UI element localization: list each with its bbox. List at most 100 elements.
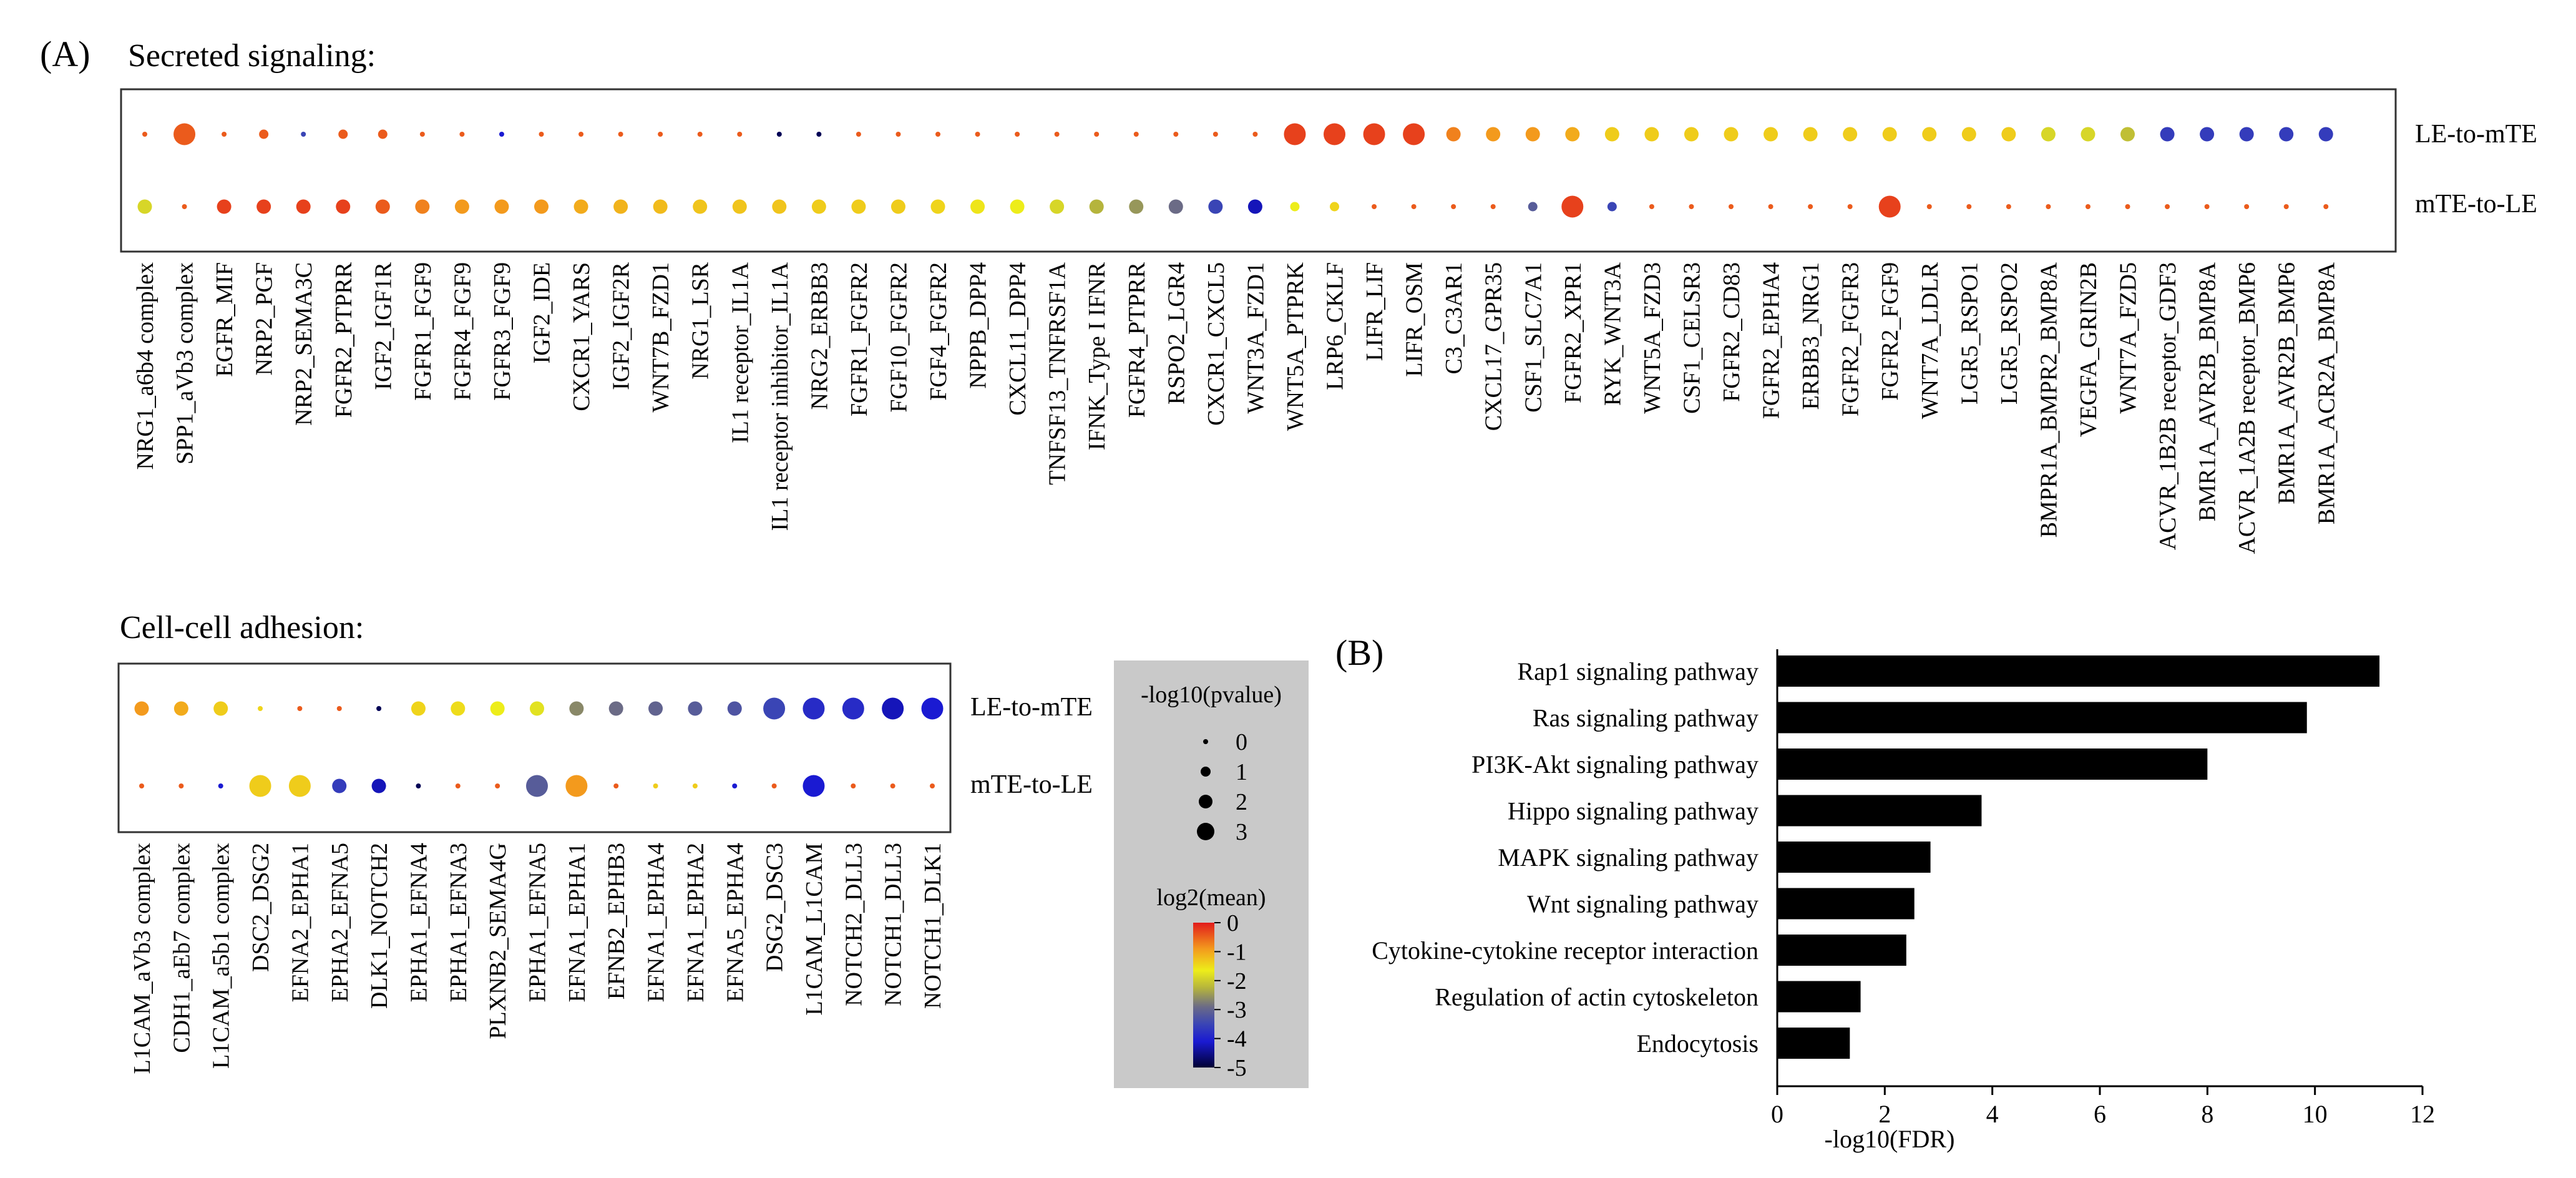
secreted-tick-label-35: CSF1_SLC7A1 bbox=[1520, 262, 1546, 413]
legend-size-dot-1 bbox=[1201, 767, 1211, 777]
secreted-tick-label-42: ERBB3_NRG1 bbox=[1798, 262, 1824, 410]
secreted-point-mte-to-le-13 bbox=[653, 199, 668, 214]
adhesion-tick-label-11: EFNA1_EPHA1 bbox=[564, 843, 590, 1002]
bar-6 bbox=[1777, 935, 1906, 966]
secreted-chart-title: Secreted signaling: bbox=[128, 38, 376, 74]
secreted-point-mte-to-le-52 bbox=[2204, 204, 2210, 209]
secreted-tick-label-6: IGF2_IGF1R bbox=[370, 262, 396, 390]
secreted-point-mte-to-le-46 bbox=[1966, 204, 1972, 209]
secreted-row-label-mte-to-le: mTE-to-LE bbox=[2415, 190, 2537, 218]
secreted-point-le-to-mte-2 bbox=[222, 132, 227, 137]
secreted-point-le-to-mte-1 bbox=[173, 123, 196, 145]
secreted-point-le-to-mte-25 bbox=[1133, 132, 1139, 137]
adhesion-point-le-to-mte-12 bbox=[608, 701, 623, 716]
bar-category-label-1: Ras signaling pathway bbox=[1533, 704, 1759, 732]
secreted-tick-label-50: WNT7A_FZD5 bbox=[2115, 262, 2142, 414]
adhesion-tick-label-3: DSC2_DSG2 bbox=[248, 843, 274, 972]
legend-color-tick-label-0: 0 bbox=[1227, 910, 1239, 936]
secreted-tick-label-41: FGFR2_EPHA4 bbox=[1759, 262, 1785, 419]
secreted-point-le-to-mte-35 bbox=[1525, 127, 1540, 142]
secreted-point-mte-to-le-43 bbox=[1847, 204, 1853, 209]
secreted-point-mte-to-le-38 bbox=[1649, 204, 1654, 209]
legend-color-title: log2(mean) bbox=[1156, 885, 1266, 911]
secreted-tick-label-27: CXCR1_CXCL5 bbox=[1203, 262, 1229, 426]
secreted-point-le-to-mte-43 bbox=[1843, 127, 1858, 142]
secreted-point-mte-to-le-4 bbox=[296, 199, 311, 214]
secreted-tick-label-22: CXCL11_DPP4 bbox=[1005, 262, 1031, 416]
secreted-point-mte-to-le-5 bbox=[336, 199, 351, 214]
adhesion-tick-label-0: L1CAM_aVb3 complex bbox=[129, 843, 155, 1074]
bar-category-label-2: PI3K-Akt signaling pathway bbox=[1471, 750, 1759, 778]
secreted-point-le-to-mte-19 bbox=[895, 132, 901, 137]
adhesion-point-le-to-mte-5 bbox=[336, 706, 342, 711]
secreted-tick-label-14: NRG1_LSR bbox=[688, 262, 714, 380]
secreted-tick-label-12: IGF2_IGF2R bbox=[608, 262, 635, 390]
secreted-point-mte-to-le-55 bbox=[2323, 204, 2329, 209]
adhesion-point-mte-to-le-9 bbox=[495, 783, 500, 788]
secreted-tick-label-2: EGFR_MIF bbox=[212, 262, 238, 377]
secreted-point-mte-to-le-6 bbox=[375, 199, 390, 214]
secreted-point-le-to-mte-26 bbox=[1173, 132, 1179, 137]
secreted-point-le-to-mte-32 bbox=[1403, 123, 1425, 145]
adhesion-point-mte-to-le-17 bbox=[803, 775, 825, 797]
secreted-point-le-to-mte-41 bbox=[1764, 127, 1778, 142]
secreted-point-mte-to-le-21 bbox=[970, 199, 985, 214]
adhesion-tick-label-10: EPHA1_EFNA5 bbox=[525, 843, 551, 1002]
secreted-point-mte-to-le-49 bbox=[2085, 204, 2091, 209]
adhesion-point-mte-to-le-7 bbox=[416, 783, 421, 788]
secreted-point-mte-to-le-34 bbox=[1490, 204, 1496, 209]
secreted-point-mte-to-le-23 bbox=[1050, 199, 1065, 214]
secreted-tick-label-13: WNT7B_FZD1 bbox=[648, 262, 674, 413]
secreted-tick-label-25: FGFR4_PTPRR bbox=[1124, 262, 1150, 418]
adhesion-tick-labels: L1CAM_aVb3 complex CDH1_aEb7 complex L1CAM… bbox=[129, 843, 946, 1074]
legend-size-label-3: 3 bbox=[1236, 819, 1247, 845]
adhesion-tick-label-4: EFNA2_EPHA1 bbox=[287, 843, 313, 1002]
secreted-tick-label-29: WNT5A_PTPRK bbox=[1282, 262, 1309, 431]
secreted-point-mte-to-le-44 bbox=[1878, 195, 1901, 218]
bar-category-label-0: Rap1 signaling pathway bbox=[1517, 657, 1759, 685]
secreted-tick-label-4: NRP2_SEMA3C bbox=[291, 262, 317, 426]
secreted-point-le-to-mte-11 bbox=[578, 132, 584, 137]
secreted-point-mte-to-le-27 bbox=[1208, 199, 1223, 214]
secreted-point-le-to-mte-50 bbox=[2120, 127, 2135, 142]
secreted-point-le-to-mte-6 bbox=[378, 129, 388, 139]
panel-a-label: (A) bbox=[40, 34, 90, 74]
secreted-tick-label-37: RYK_WNT3A bbox=[1599, 262, 1626, 406]
secreted-point-mte-to-le-9 bbox=[494, 199, 509, 214]
secreted-point-mte-to-le-10 bbox=[534, 199, 549, 214]
legend-size-dot-3 bbox=[1197, 823, 1214, 840]
secreted-tick-label-30: LRP6_CKLF bbox=[1322, 262, 1349, 390]
adhesion-tick-label-8: EPHA1_EFNA3 bbox=[446, 843, 472, 1002]
legend-color-tick-label-2: -2 bbox=[1227, 968, 1247, 994]
bar-x-tick-label-6: 12 bbox=[2410, 1100, 2435, 1128]
adhesion-point-le-to-mte-0 bbox=[134, 701, 149, 716]
bar-x-tick-label-1: 2 bbox=[1878, 1100, 1891, 1128]
secreted-point-le-to-mte-30 bbox=[1324, 123, 1345, 145]
secreted-tick-label-53: ACVR_1A2B receptor_BMP6 bbox=[2234, 262, 2260, 554]
adhesion-point-le-to-mte-8 bbox=[451, 701, 466, 716]
secreted-point-le-to-mte-16 bbox=[776, 132, 782, 137]
bar-4 bbox=[1777, 842, 1931, 873]
secreted-point-mte-to-le-7 bbox=[415, 199, 430, 214]
secreted-point-mte-to-le-33 bbox=[1451, 204, 1456, 209]
secreted-point-mte-to-le-32 bbox=[1411, 204, 1417, 209]
legend-size-dot-2 bbox=[1199, 795, 1212, 808]
adhesion-point-le-to-mte-11 bbox=[569, 701, 584, 716]
adhesion-tick-label-20: NOTCH1_DLK1 bbox=[920, 843, 946, 1009]
secreted-point-le-to-mte-45 bbox=[1922, 127, 1937, 142]
secreted-point-le-to-mte-27 bbox=[1212, 132, 1218, 137]
adhesion-point-mte-to-le-3 bbox=[249, 775, 271, 797]
adhesion-tick-label-9: PLXNB2_SEMA4G bbox=[485, 843, 511, 1039]
secreted-tick-label-16: IL1 receptor inhibitor_IL1A bbox=[767, 262, 793, 531]
secreted-tick-label-43: FGFR2_FGFR3 bbox=[1838, 262, 1864, 416]
secreted-point-le-to-mte-13 bbox=[658, 132, 663, 137]
adhesion-tick-label-14: EFNA1_EPHA2 bbox=[683, 843, 709, 1002]
adhesion-point-le-to-mte-19 bbox=[882, 697, 904, 720]
secreted-tick-label-21: NPPB_DPP4 bbox=[965, 262, 992, 389]
secreted-point-le-to-mte-51 bbox=[2160, 127, 2175, 142]
adhesion-point-mte-to-le-18 bbox=[851, 783, 856, 788]
adhesion-row-label-mte-to-le: mTE-to-LE bbox=[970, 770, 1093, 799]
secreted-point-le-to-mte-37 bbox=[1604, 127, 1619, 142]
secreted-point-le-to-mte-44 bbox=[1882, 127, 1897, 142]
